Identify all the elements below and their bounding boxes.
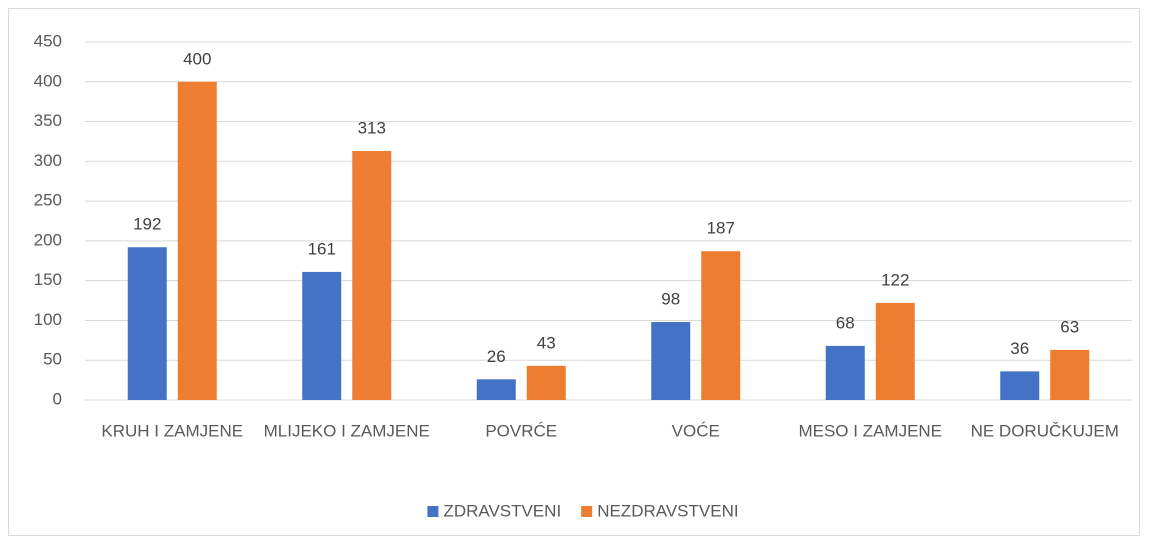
y-tick-label: 200 bbox=[34, 230, 62, 249]
x-tick-label: VOĆE bbox=[672, 421, 720, 440]
data-label: 36 bbox=[1010, 339, 1029, 358]
y-tick-label: 400 bbox=[34, 71, 62, 90]
data-label: 400 bbox=[183, 49, 211, 68]
bar bbox=[1000, 371, 1040, 400]
x-tick-label: MESO I ZAMJENE bbox=[798, 421, 942, 440]
y-tick-label: 350 bbox=[34, 111, 62, 130]
data-label: 26 bbox=[487, 347, 506, 366]
data-label: 68 bbox=[836, 313, 855, 332]
bar bbox=[875, 302, 915, 400]
x-tick-label: KRUH I ZAMJENE bbox=[101, 421, 243, 440]
bar bbox=[825, 345, 865, 400]
bar bbox=[476, 379, 516, 400]
data-label: 98 bbox=[661, 290, 680, 309]
y-tick-label: 300 bbox=[34, 151, 62, 170]
bar bbox=[177, 81, 217, 401]
y-tick-label: 150 bbox=[34, 270, 62, 289]
data-label: 192 bbox=[133, 215, 161, 234]
bar bbox=[1050, 349, 1090, 400]
legend-label: ZDRAVSTVENI bbox=[443, 501, 561, 520]
bar bbox=[352, 150, 392, 400]
legend: ZDRAVSTVENI NEZDRAVSTVENI bbox=[427, 501, 739, 520]
data-label: 63 bbox=[1060, 317, 1079, 336]
y-tick-label: 100 bbox=[34, 310, 62, 329]
legend-swatch bbox=[581, 506, 593, 517]
bar bbox=[127, 247, 167, 400]
legend-label: NEZDRAVSTVENI bbox=[597, 501, 738, 520]
y-tick-label: 250 bbox=[34, 191, 62, 210]
x-tick-label: NE DORUČKUJEM bbox=[971, 421, 1119, 440]
legend-swatch bbox=[427, 506, 439, 517]
data-label: 313 bbox=[358, 118, 386, 137]
y-tick-label: 0 bbox=[53, 389, 62, 408]
y-tick-label: 50 bbox=[43, 350, 62, 369]
bar bbox=[701, 251, 741, 400]
y-tick-label: 450 bbox=[34, 31, 62, 50]
x-tick-label: POVRĆE bbox=[485, 421, 557, 440]
data-label: 161 bbox=[308, 239, 336, 258]
data-label: 187 bbox=[707, 219, 735, 238]
bar bbox=[302, 271, 342, 400]
data-label: 43 bbox=[537, 333, 556, 352]
data-label: 122 bbox=[881, 270, 909, 289]
bar bbox=[526, 365, 566, 400]
bar bbox=[651, 322, 691, 400]
x-tick-label: MLIJEKO I ZAMJENE bbox=[264, 421, 430, 440]
